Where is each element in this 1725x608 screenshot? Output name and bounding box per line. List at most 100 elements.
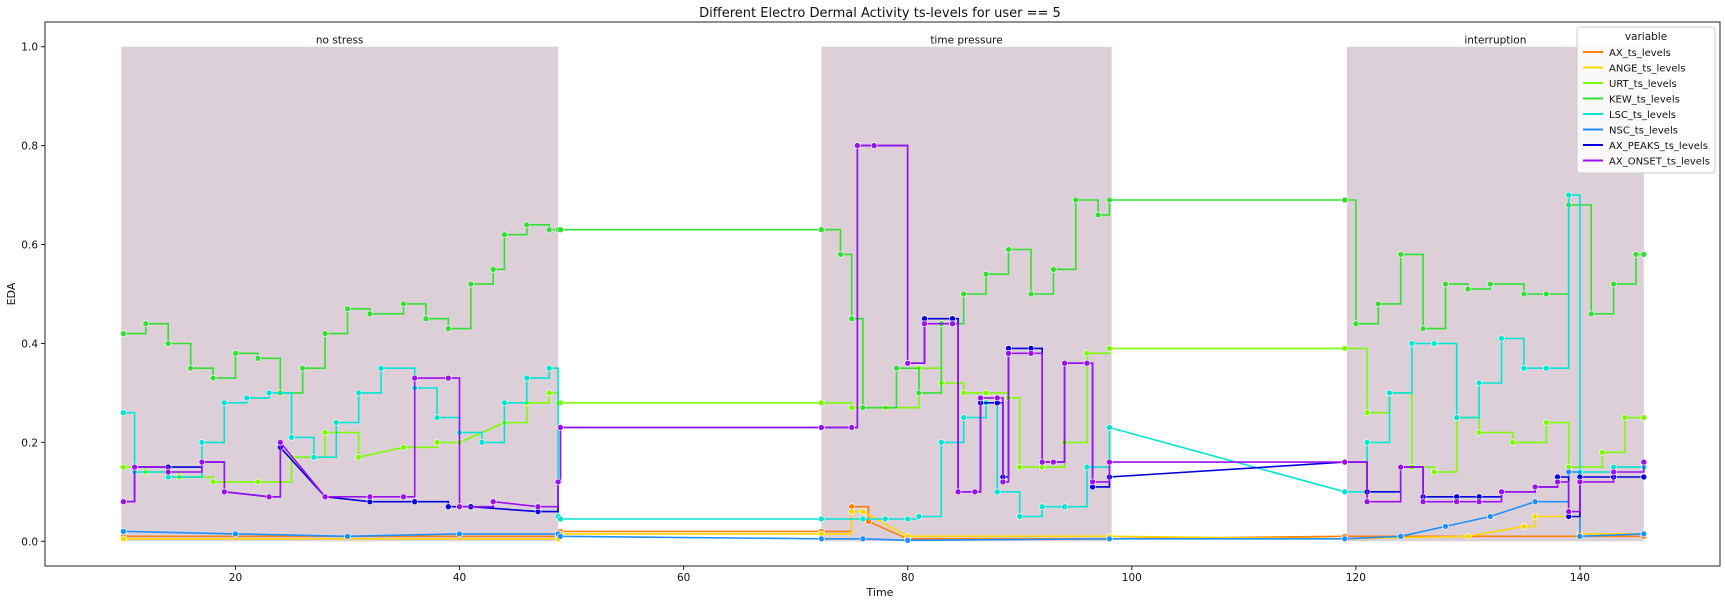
- data-point: [187, 364, 194, 372]
- x-tick-label: 40: [453, 572, 466, 584]
- x-axis: 20 40 60 80 100 120 140: [229, 566, 1590, 584]
- data-point: [1050, 458, 1057, 466]
- data-point: [1363, 498, 1371, 506]
- data-point: [1509, 439, 1516, 446]
- data-point: [489, 265, 497, 273]
- data-point: [1061, 503, 1068, 511]
- data-point: [1531, 498, 1539, 506]
- data-point: [478, 439, 486, 446]
- data-point: [1083, 463, 1091, 471]
- data-point: [949, 320, 956, 328]
- data-point: [120, 330, 127, 337]
- data-point: [545, 226, 553, 233]
- data-point: [1397, 463, 1404, 471]
- data-point: [1363, 409, 1371, 417]
- data-point: [1352, 320, 1360, 328]
- data-point: [1005, 349, 1012, 357]
- data-point: [489, 498, 497, 506]
- data-point: [1576, 478, 1584, 486]
- data-point: [1363, 439, 1371, 446]
- data-point: [545, 364, 553, 372]
- data-point: [557, 515, 564, 523]
- data-point: [1341, 458, 1348, 466]
- data-point: [411, 374, 419, 382]
- data-point: [881, 515, 889, 523]
- data-point: [433, 439, 441, 446]
- phase-label: interruption: [1464, 35, 1526, 47]
- legend: variable AX_ts_levels ANGE_ts_levels URT_t…: [1576, 26, 1716, 174]
- data-point: [1106, 535, 1113, 543]
- data-point: [954, 488, 962, 496]
- data-point: [554, 478, 562, 486]
- data-point: [355, 453, 363, 461]
- legend-box: [1576, 26, 1716, 174]
- data-point: [1442, 280, 1449, 288]
- y-tick-label: 0.8: [21, 141, 38, 153]
- data-point: [1632, 251, 1640, 258]
- data-point: [1442, 523, 1449, 530]
- data-point: [1543, 364, 1550, 372]
- data-point: [1576, 532, 1584, 540]
- data-point: [221, 488, 228, 496]
- data-point: [422, 315, 430, 323]
- data-point: [1419, 325, 1427, 332]
- x-tick-label: 60: [677, 572, 690, 584]
- data-point: [344, 305, 351, 313]
- data-point: [523, 221, 531, 229]
- data-point: [1027, 290, 1035, 298]
- data-point: [1341, 196, 1348, 204]
- data-point: [1050, 265, 1057, 273]
- data-point: [1640, 251, 1648, 258]
- data-point: [999, 478, 1007, 486]
- data-point: [209, 374, 217, 382]
- data-point: [444, 503, 452, 511]
- data-point: [164, 340, 172, 347]
- y-tick-label: 0.6: [21, 240, 38, 252]
- phase-label: no stress: [316, 35, 364, 47]
- data-point: [859, 508, 867, 515]
- data-point: [1106, 196, 1113, 204]
- data-point: [456, 503, 463, 511]
- data-point: [1094, 211, 1102, 219]
- phase-label: time pressure: [930, 35, 1002, 47]
- data-point: [1072, 196, 1080, 204]
- data-point: [299, 364, 307, 372]
- legend-label: AX_ONSET_ts_levels: [1609, 157, 1710, 168]
- data-point: [1375, 300, 1382, 308]
- series-line: [123, 144, 1645, 513]
- y-tick-label: 0.4: [21, 338, 38, 350]
- legend-label: LSC_ts_levels: [1609, 110, 1676, 121]
- data-point: [982, 389, 990, 397]
- data-point: [1431, 468, 1438, 476]
- phase-backgrounds: no stress time pressure interruption: [121, 35, 1644, 542]
- data-point: [1016, 513, 1024, 520]
- data-point: [1554, 478, 1561, 486]
- data-point: [557, 424, 564, 431]
- data-point: [198, 439, 206, 446]
- data-point: [1431, 340, 1438, 347]
- data-point: [501, 399, 508, 407]
- data-point: [1341, 535, 1348, 543]
- data-point: [444, 374, 452, 382]
- data-point: [1408, 340, 1416, 347]
- legend-title: variable: [1625, 31, 1667, 43]
- data-point: [1565, 191, 1572, 199]
- data-point: [557, 226, 564, 233]
- data-point: [433, 414, 441, 421]
- data-point: [1531, 513, 1539, 520]
- y-tick-label: 0.2: [21, 437, 38, 449]
- data-point: [120, 463, 127, 471]
- data-point: [1083, 359, 1091, 367]
- data-point: [1083, 349, 1091, 357]
- data-point: [859, 404, 867, 412]
- data-point: [870, 142, 878, 149]
- data-point: [366, 493, 374, 501]
- data-point: [1397, 532, 1404, 540]
- data-point: [1386, 389, 1393, 397]
- series-line: [123, 144, 1644, 518]
- data-point: [501, 231, 508, 238]
- data-point: [467, 280, 475, 288]
- data-point: [120, 528, 127, 535]
- data-point: [243, 394, 250, 402]
- data-point: [859, 535, 867, 543]
